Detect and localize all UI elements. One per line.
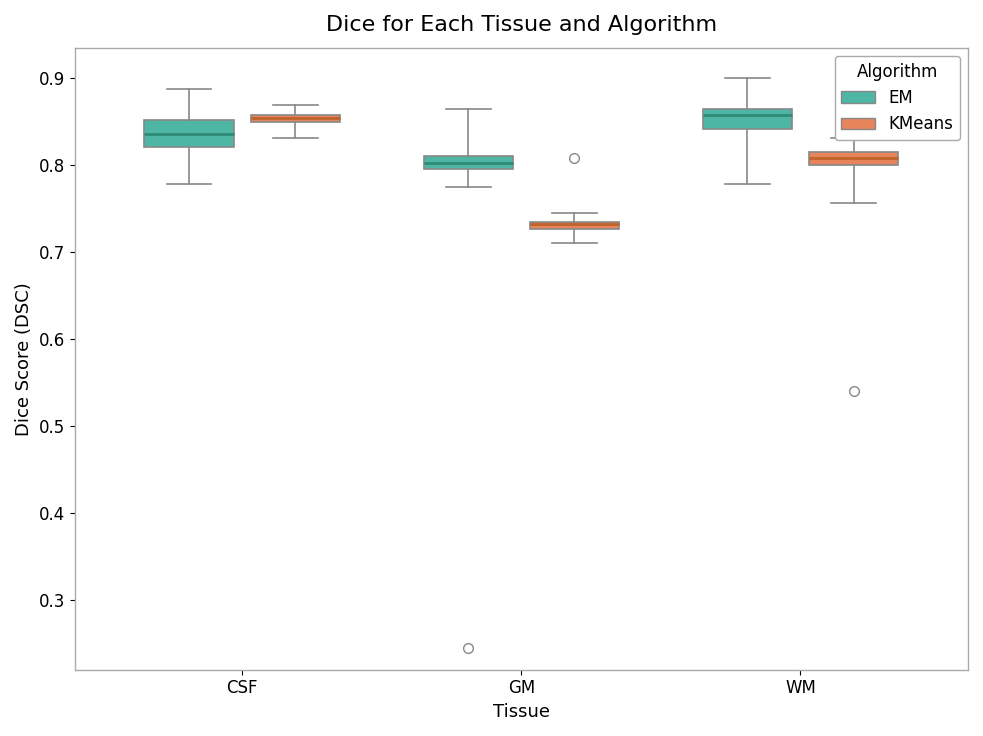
Title: Dice for Each Tissue and Algorithm: Dice for Each Tissue and Algorithm	[325, 15, 717, 35]
Y-axis label: Dice Score (DSC): Dice Score (DSC)	[15, 282, 33, 436]
PathPatch shape	[703, 109, 792, 129]
PathPatch shape	[251, 115, 340, 122]
PathPatch shape	[530, 222, 619, 229]
Legend: EM, KMeans: EM, KMeans	[835, 56, 959, 140]
X-axis label: Tissue: Tissue	[492, 703, 549, 721]
PathPatch shape	[809, 152, 898, 165]
PathPatch shape	[145, 120, 234, 147]
PathPatch shape	[424, 157, 513, 169]
